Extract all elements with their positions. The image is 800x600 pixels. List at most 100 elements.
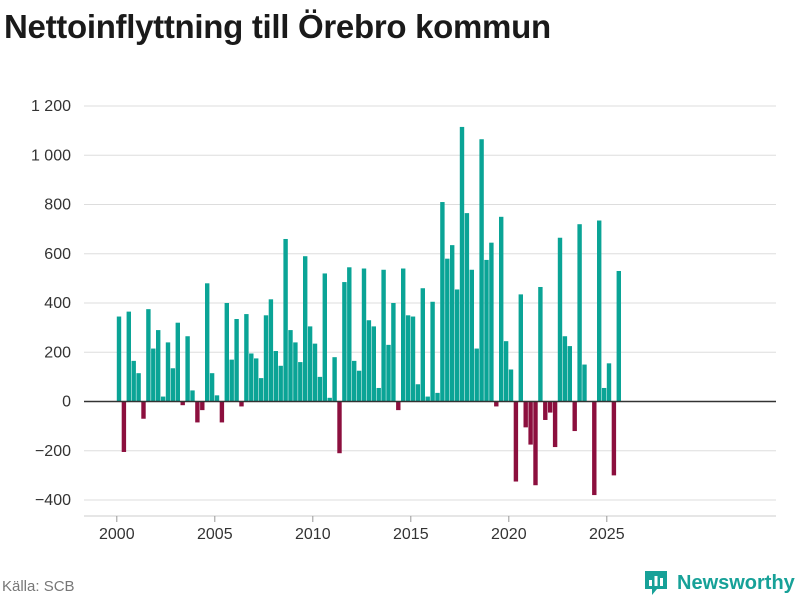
bar xyxy=(116,316,122,402)
bar xyxy=(396,401,401,411)
bar-chart: −400 −200 0 200 400 600 800 1 000 1 200 2000 2005… xyxy=(31,98,776,543)
bar xyxy=(601,387,607,402)
y-tick-label: −200 xyxy=(35,443,71,460)
bar xyxy=(518,294,523,402)
bar xyxy=(528,401,533,445)
bar xyxy=(425,396,430,402)
y-tick-label: 1 200 xyxy=(31,98,71,115)
bar xyxy=(200,401,205,411)
x-tick-label: 2000 xyxy=(99,526,135,543)
bar xyxy=(337,401,342,454)
bar xyxy=(156,330,161,402)
bar xyxy=(263,315,269,402)
bar xyxy=(376,387,381,402)
bar xyxy=(557,237,563,402)
bar xyxy=(454,289,460,402)
bars xyxy=(116,126,621,496)
source-note: Källa: SCB xyxy=(2,578,75,595)
bar xyxy=(219,401,225,423)
bar xyxy=(126,311,131,402)
bar xyxy=(151,348,156,402)
bar xyxy=(170,368,176,402)
bar xyxy=(258,378,264,402)
bar xyxy=(278,365,283,402)
bar xyxy=(234,319,239,402)
y-tick-label: 1 000 xyxy=(31,147,71,164)
bar xyxy=(464,213,470,402)
bar xyxy=(420,288,425,402)
bar xyxy=(606,363,612,402)
bar xyxy=(160,396,166,402)
bar xyxy=(391,303,396,402)
bar xyxy=(312,343,318,402)
bar xyxy=(332,357,337,402)
y-tick-label: 600 xyxy=(44,246,71,263)
y-tick-label: 0 xyxy=(62,394,71,411)
x-tick-label: 2025 xyxy=(589,526,625,543)
bar xyxy=(616,270,621,402)
bar xyxy=(508,369,514,402)
bar xyxy=(503,341,509,402)
bar xyxy=(185,336,190,402)
bar xyxy=(484,259,489,402)
bar xyxy=(229,359,234,402)
bar xyxy=(386,344,391,402)
y-axis-ticks: −400 −200 0 200 400 600 800 1 000 1 200 xyxy=(31,98,71,509)
bar xyxy=(366,320,372,402)
bar xyxy=(371,326,376,402)
bar xyxy=(347,267,352,402)
x-tick-label: 2015 xyxy=(393,526,429,543)
bar xyxy=(293,342,298,402)
bar xyxy=(165,342,171,402)
y-tick-label: 400 xyxy=(44,295,71,312)
bar xyxy=(307,326,313,402)
bar xyxy=(317,376,323,402)
bar xyxy=(254,358,259,402)
bar xyxy=(303,256,308,402)
bar xyxy=(489,242,494,402)
x-tick-label: 2020 xyxy=(491,526,527,543)
bar xyxy=(445,258,450,402)
bar xyxy=(611,401,617,476)
bar xyxy=(401,268,406,402)
bar xyxy=(479,139,484,402)
bar xyxy=(239,401,244,407)
bar xyxy=(592,401,597,496)
bar xyxy=(298,362,303,402)
bar xyxy=(352,360,357,402)
bar-chart-logo-icon xyxy=(645,571,667,595)
bar xyxy=(136,373,141,402)
bar xyxy=(224,303,229,402)
bar xyxy=(195,401,200,423)
bar xyxy=(582,364,587,402)
bar xyxy=(494,401,499,407)
bar xyxy=(523,401,528,428)
bar xyxy=(548,401,553,413)
bar xyxy=(499,216,504,402)
bar xyxy=(131,360,136,402)
bar xyxy=(543,401,548,420)
bar xyxy=(450,245,455,402)
bar xyxy=(214,395,220,402)
bar xyxy=(268,299,274,402)
bar xyxy=(175,322,180,402)
bar xyxy=(146,309,151,402)
bar xyxy=(190,390,195,402)
bar xyxy=(572,401,577,432)
bar xyxy=(342,282,347,402)
bar xyxy=(381,269,386,402)
bar xyxy=(141,401,146,419)
y-tick-label: 200 xyxy=(44,344,71,361)
bar xyxy=(538,286,543,402)
bar xyxy=(474,348,479,402)
y-tick-label: −400 xyxy=(35,492,71,509)
bar xyxy=(361,268,367,402)
bar xyxy=(244,314,249,402)
newsworthy-logo: Newsworthy xyxy=(643,569,795,597)
bar xyxy=(180,401,185,406)
bar xyxy=(435,392,440,402)
x-tick-label: 2005 xyxy=(197,526,233,543)
bar xyxy=(562,336,568,402)
bar xyxy=(273,351,278,402)
chart-title: Nettoinflyttning till Örebro kommun xyxy=(4,8,551,45)
